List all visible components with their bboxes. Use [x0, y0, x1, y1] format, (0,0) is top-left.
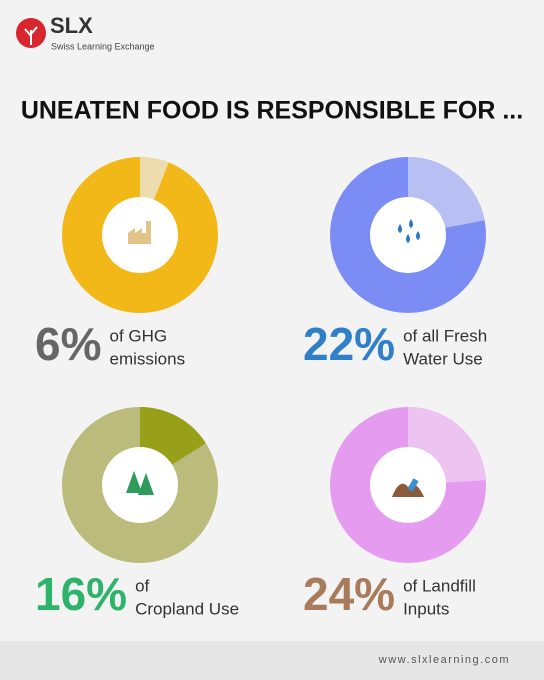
caption: of: [135, 576, 149, 595]
caption: emissions: [109, 349, 185, 368]
caption: Inputs: [403, 599, 449, 618]
caption: of GHG: [109, 326, 167, 345]
icon-factory: [128, 221, 151, 244]
charts: 6% of GHG emissions 22% of all Fresh Water Us…: [35, 157, 487, 620]
donut-chart: 16% of Cropland Use: [35, 407, 239, 620]
logo-tree: [24, 26, 38, 45]
caption: Water Use: [403, 349, 483, 368]
percent-label: 24%: [303, 568, 395, 620]
percent-label: 6%: [35, 318, 101, 370]
donut-hole: [370, 447, 446, 523]
logo-text: SLX: [50, 13, 93, 38]
icon-drop: [398, 224, 402, 233]
icon-tree: [126, 471, 142, 493]
footer-url: www.slxlearning.com: [378, 654, 510, 666]
donut-chart: 22% of all Fresh Water Use: [303, 157, 487, 370]
icon-drop: [406, 234, 410, 243]
icon-bottle: [407, 478, 419, 492]
donut-chart: 24% of Landfill Inputs: [303, 407, 486, 620]
caption: of Landfill: [403, 576, 476, 595]
donut-chart: 6% of GHG emissions: [35, 157, 218, 370]
icon-drop: [409, 219, 413, 228]
caption: of all Fresh: [403, 326, 487, 345]
icon-drop: [416, 231, 420, 240]
percent-label: 22%: [303, 318, 395, 370]
footer-bar: [0, 641, 544, 680]
icon-tree: [138, 473, 154, 495]
icon-landfill: [392, 483, 424, 497]
logo: SLX Swiss Learning Exchange: [16, 13, 155, 51]
title: UNEATEN FOOD IS RESPONSIBLE FOR ...: [21, 97, 523, 125]
logo-tagline: Swiss Learning Exchange: [51, 41, 155, 51]
percent-label: 16%: [35, 568, 127, 620]
caption: Cropland Use: [135, 599, 239, 618]
donut-hole: [102, 447, 178, 523]
